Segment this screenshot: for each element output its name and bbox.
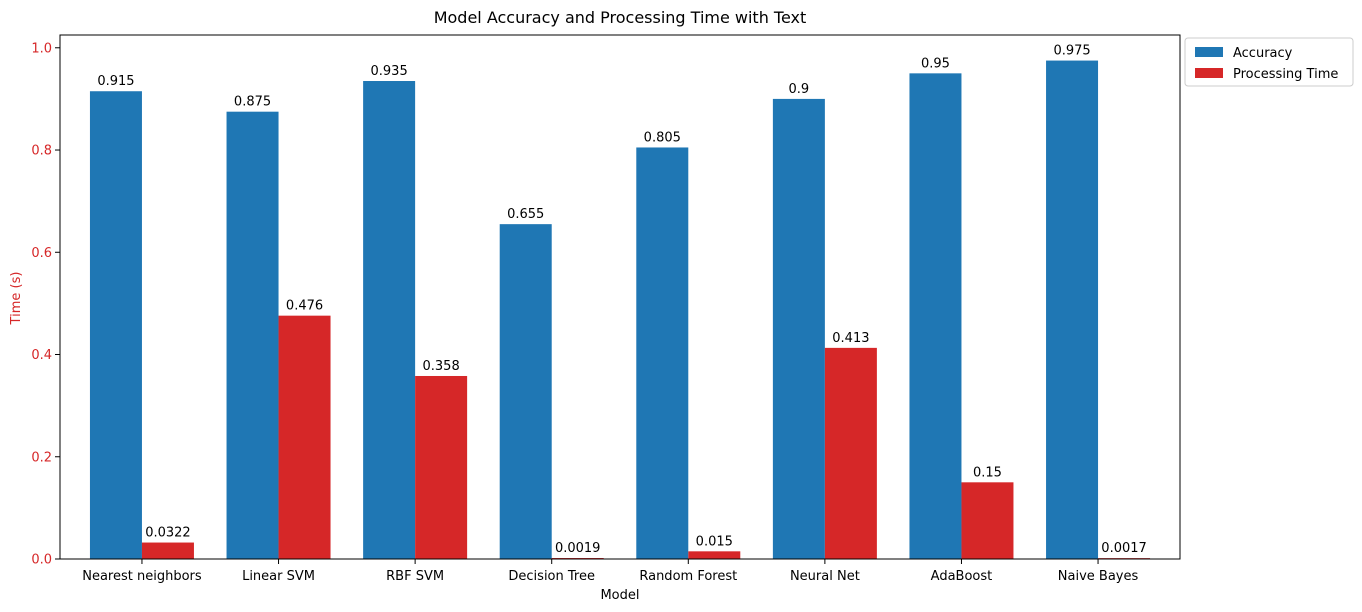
y-tick-label-3: 0.6: [31, 246, 52, 261]
legend-label-0: Accuracy: [1233, 46, 1293, 61]
accuracy-value-label-4: 0.805: [644, 130, 681, 145]
accuracy-bar-0: [89, 91, 142, 560]
time-value-label-6: 0.15: [973, 465, 1002, 480]
y-tick-label-2: 0.4: [31, 348, 52, 363]
time-value-label-1: 0.476: [286, 299, 323, 314]
accuracy-bar-6: [909, 73, 962, 559]
legend-swatch-1: [1195, 68, 1223, 78]
time-bar-5: [824, 347, 877, 559]
time-bar-0: [141, 542, 194, 559]
y-tick-label-4: 0.8: [31, 144, 52, 159]
time-value-label-4: 0.015: [696, 534, 733, 549]
x-tick-label-4: Random Forest: [639, 569, 737, 584]
time-value-label-7: 0.0017: [1101, 541, 1147, 556]
plot-frame: [59, 34, 1181, 560]
accuracy-value-label-5: 0.9: [789, 82, 810, 97]
time-bar-2: [415, 375, 468, 559]
legend-box: [1184, 37, 1354, 87]
time-bar-6: [961, 482, 1014, 559]
accuracy-bar-5: [772, 98, 825, 559]
accuracy-bar-7: [1046, 60, 1099, 559]
accuracy-bar-1: [226, 111, 279, 560]
accuracy-value-label-7: 0.975: [1053, 44, 1090, 59]
legend: Accuracy Processing Time: [1184, 37, 1354, 87]
accuracy-value-label-2: 0.935: [371, 64, 408, 79]
time-bar-1: [278, 315, 331, 559]
plot-area: 0.915 0.875 0.935 0.655 0.805 0.9 0.95 0.975 0.0…: [31, 34, 1181, 584]
x-tick-label-1: Linear SVM: [242, 569, 315, 584]
legend-label-1: Processing Time: [1233, 67, 1338, 82]
time-value-label-3: 0.0019: [555, 541, 601, 556]
time-value-label-0: 0.0322: [145, 526, 191, 541]
accuracy-value-label-6: 0.95: [921, 56, 950, 71]
y-axis-label: Time (s): [9, 272, 24, 326]
accuracy-value-label-1: 0.875: [234, 95, 271, 110]
accuracy-value-label-0: 0.915: [97, 74, 134, 89]
y-tick-label-0: 0.0: [31, 553, 52, 568]
legend-swatch-0: [1195, 47, 1223, 57]
accuracy-bar-2: [363, 81, 416, 559]
x-tick-label-6: AdaBoost: [931, 569, 993, 584]
x-tick-label-0: Nearest neighbors: [82, 569, 202, 584]
x-tick-label-2: RBF SVM: [386, 569, 444, 584]
time-bar-4: [688, 551, 741, 559]
x-tick-label-7: Naive Bayes: [1058, 569, 1139, 584]
accuracy-bar-4: [636, 147, 689, 559]
time-value-label-5: 0.413: [832, 331, 869, 346]
x-tick-label-3: Decision Tree: [508, 569, 595, 584]
accuracy-value-label-3: 0.655: [507, 207, 544, 222]
time-value-label-2: 0.358: [423, 359, 460, 374]
accuracy-bar-3: [499, 224, 552, 559]
x-tick-label-5: Neural Net: [790, 569, 860, 584]
y-tick-label-1: 0.2: [31, 450, 52, 465]
x-axis-label: Model: [600, 588, 639, 603]
y-tick-label-5: 1.0: [31, 41, 52, 56]
chart-title: Model Accuracy and Processing Time with …: [434, 8, 807, 27]
